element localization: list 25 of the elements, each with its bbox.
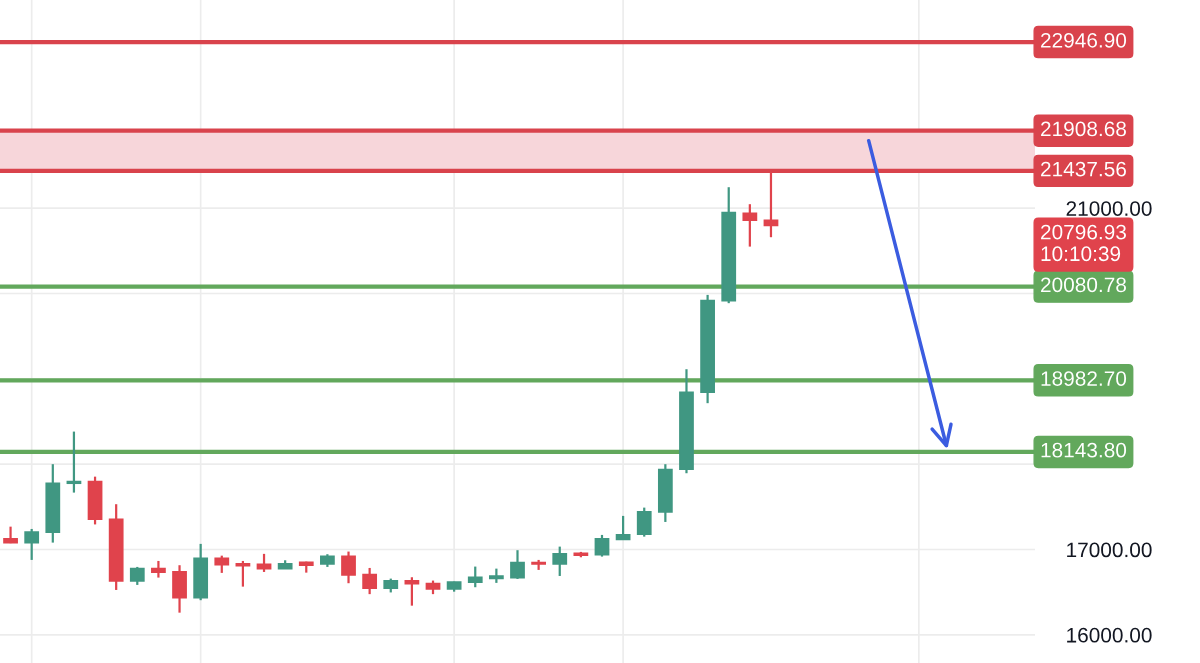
- candlestick: [24, 527, 40, 562]
- candlestick: [594, 533, 610, 558]
- ref-line-label: 21908.68: [1041, 121, 1126, 137]
- candlestick: [151, 559, 166, 579]
- candlestick: [129, 565, 145, 587]
- ref-line-label: 21437.56: [1041, 161, 1126, 177]
- ref-line-label: 22946.90: [1041, 32, 1127, 48]
- candlestick: [256, 552, 272, 574]
- candlestick: [66, 430, 82, 494]
- ref-line-label: 20080.78: [1041, 277, 1126, 293]
- candlestick: [467, 565, 483, 589]
- y-tick-label: 21000.00: [1066, 201, 1152, 216]
- candlestick: [362, 566, 378, 596]
- candlestick: [510, 549, 525, 581]
- candlestick: [742, 203, 758, 248]
- candlestick: [341, 550, 356, 585]
- candlestick: [552, 545, 568, 578]
- candlestick: [615, 514, 631, 541]
- y-tick-label: 17000.00: [1067, 542, 1152, 558]
- candlestick: [636, 506, 652, 538]
- ref-line-label: 18982.70: [1041, 371, 1127, 386]
- candlestick: [404, 576, 420, 607]
- ref-line-label: 18143.80: [1041, 442, 1127, 458]
- text: 20796.93 10:10:39: [1041, 224, 1126, 262]
- y-tick-label: 16000.00: [1067, 627, 1152, 643]
